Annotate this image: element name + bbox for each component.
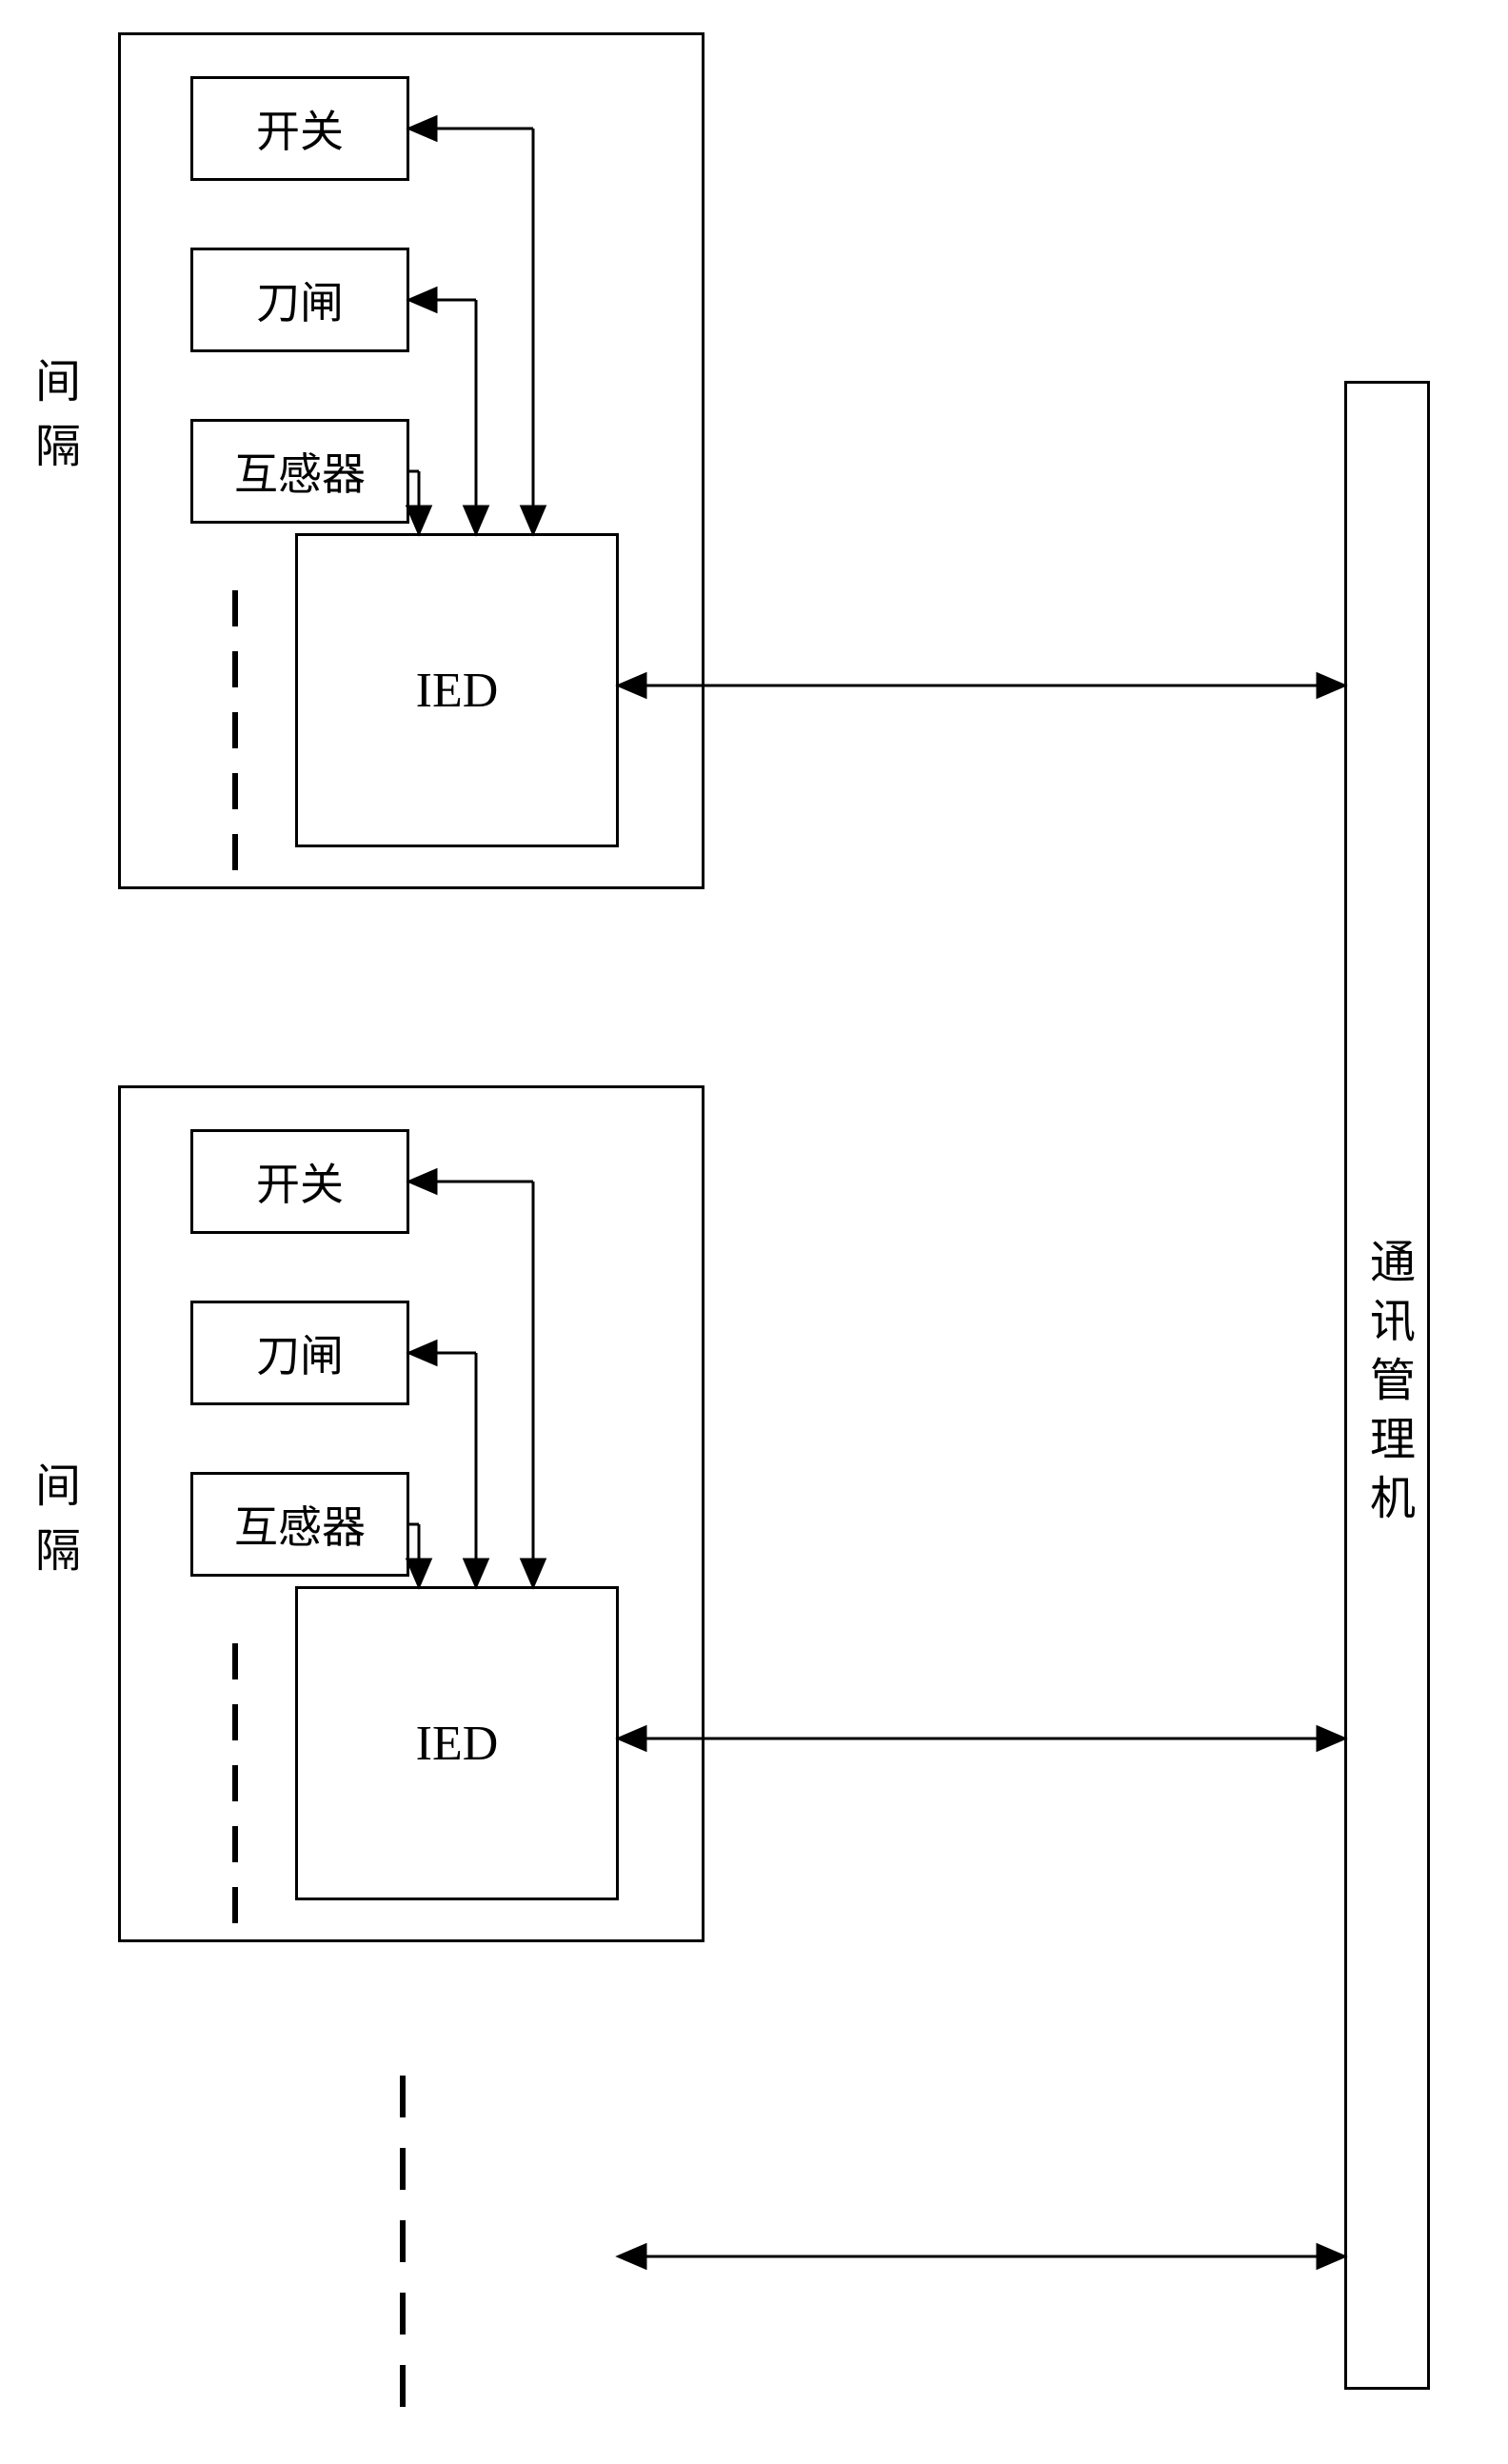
switch-box-bottom: 开关 (190, 1129, 409, 1234)
switch-box-top: 开关 (190, 76, 409, 181)
comm-manager-box: 通讯管理机 (1344, 381, 1430, 2390)
ellipsis-top-bay (232, 590, 238, 870)
transducer-box-bottom: 互感器 (190, 1472, 409, 1577)
comm-manager-label: 通讯管理机 (1354, 1238, 1420, 1533)
bay-label-top: 间隔 (19, 357, 86, 487)
transducer-box-top: 互感器 (190, 419, 409, 524)
knife-box-bottom: 刀闸 (190, 1301, 409, 1405)
ied-box-bottom: IED (295, 1586, 619, 1900)
knife-label: 刀闸 (256, 268, 344, 331)
transducer-label: 互感器 (234, 440, 366, 503)
switch-label: 开关 (256, 97, 344, 160)
bay-label-bottom: 间隔 (19, 1461, 86, 1591)
ied-label: IED (416, 1716, 499, 1772)
knife-label: 刀闸 (256, 1321, 344, 1384)
transducer-label: 互感器 (234, 1493, 366, 1556)
ied-box-top: IED (295, 533, 619, 847)
switch-label: 开关 (256, 1150, 344, 1213)
ied-label: IED (416, 663, 499, 719)
diagram-canvas: 间隔 间隔 开关 刀闸 互感器 IED 开关 刀闸 互感器 IED 通讯管理机 (0, 0, 1508, 2464)
ellipsis-bottom-bay (232, 1643, 238, 1923)
ellipsis-more-bays (400, 2076, 406, 2407)
knife-box-top: 刀闸 (190, 248, 409, 352)
